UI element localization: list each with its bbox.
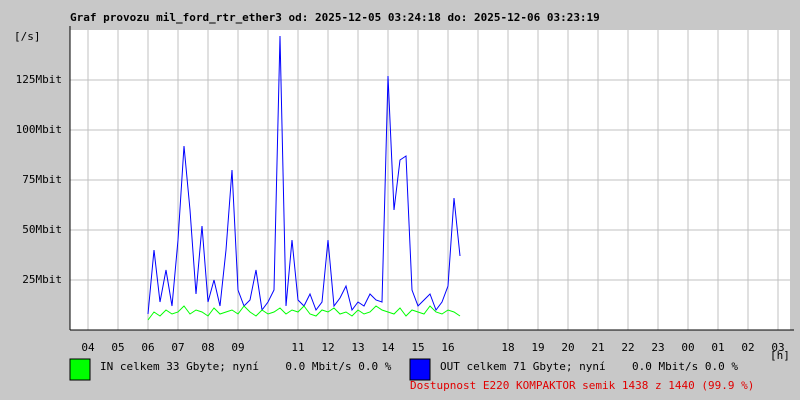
chart-title: Graf provozu mil_ford_rtr_ether3 od: 202… [70,11,600,24]
x-tick-label: 16 [441,341,454,354]
x-tick-label: 21 [591,341,604,354]
legend-label: OUT celkem 71 Gbyte; nyní 0.0 Mbit/s 0.0… [440,360,738,373]
y-unit: [/s] [14,30,41,43]
x-tick-label: 12 [321,341,334,354]
x-tick-label: 07 [171,341,184,354]
x-tick-label: 08 [201,341,214,354]
x-tick-label: 14 [381,341,395,354]
legend-swatch [69,358,91,381]
legend-swatch [409,358,431,381]
x-tick-label: 20 [561,341,574,354]
x-tick-label: 00 [681,341,694,354]
x-tick-label: 06 [141,341,154,354]
x-tick-label: 15 [411,341,424,354]
footnote: Dostupnost E220 KOMPAKTOR semik 1438 z 1… [410,379,754,392]
x-tick-label: 13 [351,341,364,354]
x-tick-label: 22 [621,341,634,354]
y-tick-label: 100Mbit [16,123,62,136]
y-tick-label: 50Mbit [22,223,62,236]
x-tick-label: 18 [501,341,514,354]
x-tick-label: 23 [651,341,664,354]
y-tick-label: 25Mbit [22,273,62,286]
legend-label: IN celkem 33 Gbyte; nyní 0.0 Mbit/s 0.0 … [100,360,392,373]
x-tick-label: 04 [81,341,95,354]
x-tick-label: 05 [111,341,124,354]
x-tick-label: 11 [291,341,304,354]
x-unit: [h] [770,349,790,362]
x-tick-label: 19 [531,341,544,354]
x-tick-label: 03 [771,341,784,354]
series-line [147,305,461,321]
x-tick-label: 01 [711,341,724,354]
x-tick-label: 09 [231,341,244,354]
y-tick-label: 75Mbit [22,173,62,186]
y-tick-label: 125Mbit [16,73,62,86]
x-tick-label: 02 [741,341,754,354]
